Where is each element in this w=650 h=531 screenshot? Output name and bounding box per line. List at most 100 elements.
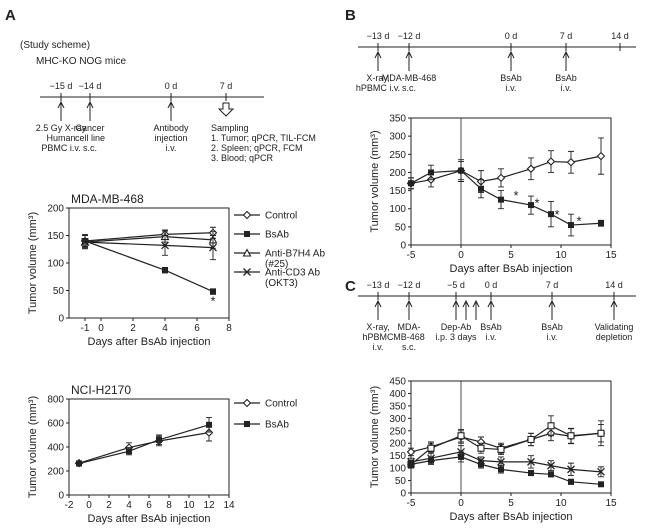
y-tick-label: 600	[47, 419, 64, 430]
chart-panel-c: -5 0 5 10 15050100150200250300350400450Days …	[369, 377, 617, 524]
panel-label-b: B	[345, 7, 356, 24]
y-tick-label: 200	[47, 204, 64, 215]
y-tick-label: 0	[58, 491, 64, 502]
timeline-note: BsAb	[500, 73, 522, 83]
mice-label: MHC-KO NOG mice	[36, 56, 126, 67]
series-line	[84, 240, 214, 293]
plot-frame	[68, 398, 230, 496]
data-point	[427, 444, 435, 452]
arrow-head-icon	[562, 50, 570, 59]
x-tick-label: -5	[407, 250, 416, 261]
x-tick-label: 4	[162, 323, 168, 334]
data-point	[597, 429, 605, 437]
timeline-note: BsAb	[480, 322, 502, 332]
y-axis-label: Tumor volume (mm³)	[369, 386, 381, 488]
timeline-note: 2. Spleen; qPCR, FCM	[211, 143, 303, 153]
study-scheme-label: (Study scheme)	[20, 40, 90, 51]
y-axis-label: Tumor volume (mm³)	[27, 212, 39, 314]
data-point	[204, 428, 214, 437]
timeline-note: 1. Tumor; qPCR, TIL-FCM	[211, 133, 316, 143]
x-axis-label: Days after BsAb injection	[88, 513, 211, 525]
data-point	[478, 185, 484, 192]
timeline-note: hPBMC	[362, 332, 394, 342]
arrow-head-icon	[374, 299, 382, 308]
arrow-head-icon	[86, 100, 94, 109]
y-tick-label: 0	[58, 314, 64, 325]
timeline-note: i.p. 3 days	[435, 332, 477, 342]
arrow-head-icon	[548, 299, 556, 308]
y-tick-label: 150	[389, 451, 406, 462]
timeline-day: −12 d	[398, 280, 421, 290]
timeline-note: injection	[154, 133, 187, 143]
legend-marker	[242, 210, 252, 220]
timeline-note: MB-468	[393, 332, 425, 342]
y-tick-label: 400	[389, 389, 406, 400]
timeline-day: −13 d	[367, 31, 390, 41]
data-point	[497, 445, 505, 453]
timeline-day: 0 d	[505, 31, 518, 41]
chart-title: NCI-H2170	[71, 383, 131, 397]
y-tick-label: 200	[47, 467, 64, 478]
arrow-head-icon	[452, 299, 460, 308]
data-point	[568, 478, 574, 485]
series-line	[84, 241, 214, 249]
timeline-note: 3. Blood; qPCR	[211, 153, 274, 163]
timeline-day: 0 d	[485, 280, 498, 290]
timeline-note: i.v.	[506, 83, 517, 93]
x-tick-label: -2	[65, 500, 74, 511]
data-point	[408, 180, 414, 187]
x-tick-label: 10	[555, 250, 567, 261]
data-point	[527, 457, 535, 466]
chart-title: MDA-MB-468	[71, 192, 144, 206]
timeline-note: cell line	[75, 133, 105, 143]
data-point	[210, 288, 216, 295]
significance-mark: *	[554, 207, 559, 222]
series-line	[78, 432, 210, 464]
data-point	[567, 432, 575, 440]
y-tick-label: 200	[389, 439, 406, 450]
timeline-note: PBMC i.v.	[41, 143, 80, 153]
timeline-note: BsAb	[555, 73, 577, 83]
arrow-head-icon	[405, 299, 413, 308]
data-point	[566, 157, 576, 167]
timeline-day: −13 d	[367, 280, 390, 290]
data-point	[548, 471, 554, 478]
x-tick-label: 4	[126, 500, 132, 511]
x-tick-label: -5	[407, 498, 416, 509]
timeline-note: i.v.	[373, 342, 384, 352]
y-tick-label: 100	[47, 259, 64, 270]
data-point	[596, 151, 606, 161]
x-tick-label: 5	[508, 250, 514, 261]
arrow-head-icon	[374, 50, 382, 59]
series-line	[410, 425, 602, 465]
data-point	[498, 196, 504, 203]
series-line	[78, 424, 210, 465]
legend-label: Anti-B7H4 Ab	[265, 249, 325, 260]
x-tick-label: 14	[223, 500, 235, 511]
data-point	[81, 238, 89, 247]
timeline-note: Dep-Ab	[441, 322, 472, 332]
timeline-day: −5 d	[447, 280, 465, 290]
timeline-note: Validating	[595, 322, 634, 332]
series-line	[410, 170, 602, 226]
legend-marker	[244, 421, 250, 427]
timeline-day: −15 d	[50, 81, 73, 91]
arrow-head-icon	[405, 50, 413, 59]
y-tick-label: 250	[389, 150, 406, 161]
plot-frame	[410, 380, 612, 494]
data-point	[206, 421, 212, 428]
timeline-day: 7 d	[560, 31, 573, 41]
data-point	[597, 467, 605, 476]
data-point	[458, 167, 464, 174]
y-tick-label: 350	[389, 114, 406, 125]
timeline-note: Human	[46, 133, 75, 143]
data-point	[126, 448, 132, 455]
x-tick-label: 10	[555, 498, 567, 509]
data-point	[528, 470, 534, 477]
data-point	[457, 432, 465, 440]
y-tick-label: 450	[389, 377, 406, 388]
data-point	[568, 222, 574, 229]
legend-marker	[242, 398, 252, 408]
timeline-note: 2.5 Gy X-ray	[36, 123, 87, 133]
